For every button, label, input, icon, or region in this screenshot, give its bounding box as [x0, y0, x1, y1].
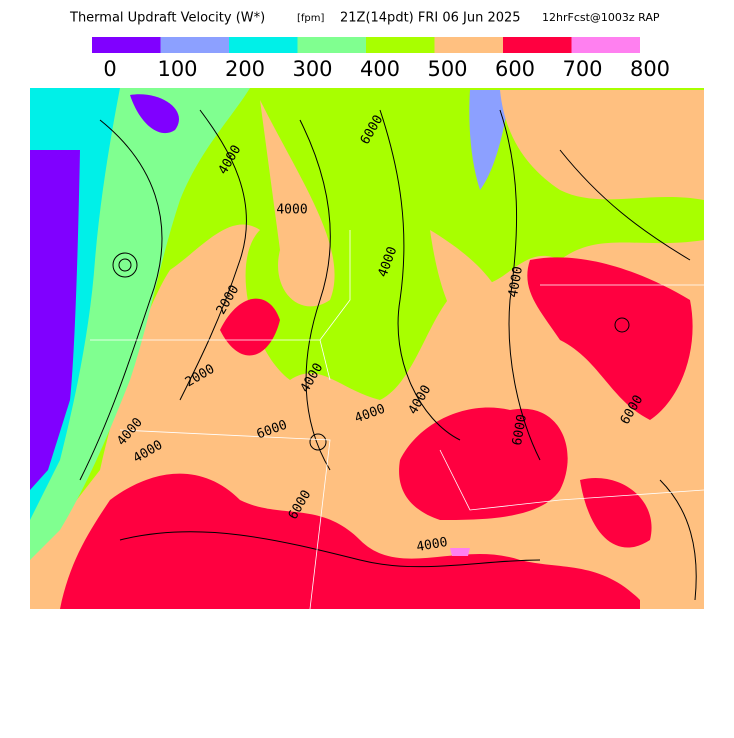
region-pink — [450, 548, 470, 556]
borders — [90, 230, 704, 609]
region-tan-ne — [500, 90, 704, 200]
legend-swatch — [160, 37, 229, 53]
legend-label: 500 — [427, 57, 467, 81]
region-red-south — [60, 473, 640, 609]
region-blue — [469, 90, 510, 190]
legend-label: 800 — [630, 57, 670, 81]
region-red-center — [399, 407, 568, 520]
legend-swatch — [92, 37, 161, 53]
legend-swatch — [434, 37, 503, 53]
legend-swatch — [366, 37, 435, 53]
contour-label: 6000 — [510, 413, 530, 446]
legend-label: 700 — [562, 57, 602, 81]
contours — [79, 109, 697, 601]
ocean — [30, 150, 80, 490]
region-red-east — [527, 257, 693, 420]
title: Thermal Updraft Velocity (W*) — [69, 11, 265, 26]
units: [fpm] — [297, 13, 325, 24]
legend-label: 100 — [157, 57, 197, 81]
region-red-small — [220, 298, 652, 548]
legend-label: 300 — [292, 57, 332, 81]
contour-label: 4000 — [276, 203, 307, 218]
legend-label: 0 — [103, 57, 116, 81]
legend: 0 100 200 300 400 500 600 700 800 — [92, 37, 670, 81]
legend-swatch — [297, 37, 366, 53]
forecast: 12hrFcst@1003z RAP — [542, 11, 660, 24]
legend-label: 600 — [495, 57, 535, 81]
valid-time: 21Z(14pdt) FRI 06 Jun 2025 — [340, 11, 521, 26]
region-mid — [30, 88, 704, 560]
legend-swatch — [503, 37, 572, 53]
legend-label: 400 — [360, 57, 400, 81]
legend-label: 200 — [225, 57, 265, 81]
legend-swatch — [229, 37, 298, 53]
region-tan — [260, 100, 506, 342]
contour-label: 4000 — [506, 265, 526, 298]
region-purple — [130, 94, 179, 134]
legend-swatch — [571, 37, 640, 53]
contour-label: 4000 — [415, 535, 448, 555]
